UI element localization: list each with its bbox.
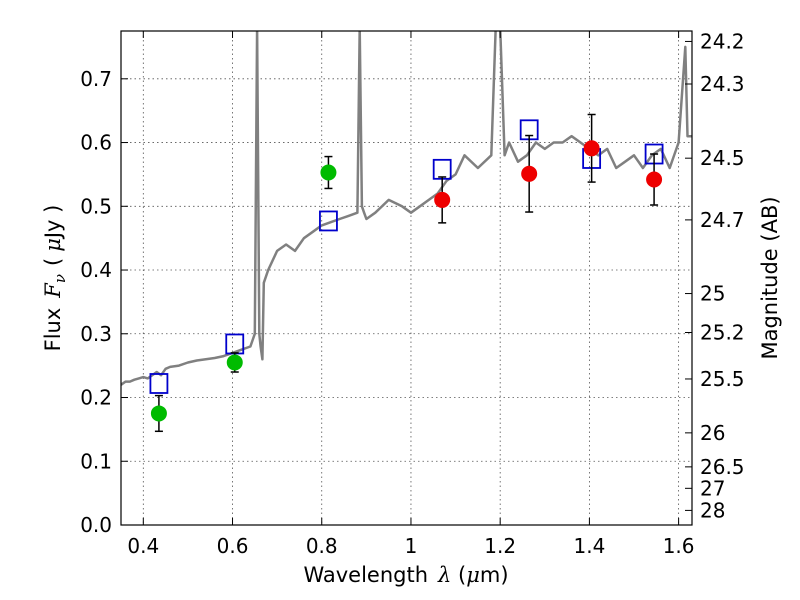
magnitude-tick-label: 25.5 <box>700 367 745 391</box>
x-tick-label: 1.6 <box>663 534 695 558</box>
x-tick-label: 0.6 <box>217 534 249 558</box>
magnitude-tick-label: 26.5 <box>700 455 745 479</box>
x-tick-label: 0.4 <box>127 534 159 558</box>
model-photometry-point <box>319 210 338 232</box>
magnitude-tick-label: 26 <box>700 421 725 445</box>
y-tick-label: 0.1 <box>80 449 112 473</box>
x-tick-label: 1.2 <box>484 534 516 558</box>
magnitude-tick-label: 28 <box>700 498 725 522</box>
magnitude-tick-label: 24.3 <box>700 72 745 96</box>
x-axis-label: Wavelength λ (μm) <box>303 563 508 587</box>
magnitude-tick-label: 27 <box>700 476 725 500</box>
x-tick-label: 0.8 <box>306 534 338 558</box>
nir-observed-point <box>583 140 600 157</box>
nir-observed-point <box>646 171 663 188</box>
right-axis-label: Magnitude (AB) <box>758 196 782 359</box>
magnitude-tick-label: 24.7 <box>700 208 745 232</box>
nir-observed-point <box>521 165 538 182</box>
y-tick-label: 0.4 <box>80 258 112 282</box>
y-tick-label: 0.5 <box>80 194 112 218</box>
model-photometry-point <box>149 373 169 394</box>
x-tick-label: 1.4 <box>573 534 605 558</box>
magnitude-tick-label: 24.5 <box>700 146 745 170</box>
optical-observed-point <box>226 354 243 371</box>
x-tick-label: 1 <box>405 534 418 558</box>
y-tick-label: 0.0 <box>80 513 112 537</box>
y-tick-label: 0.3 <box>80 322 112 346</box>
plot-frame <box>120 30 693 526</box>
nir-observed-point <box>434 191 451 208</box>
optical-observed-point <box>150 405 167 422</box>
magnitude-tick-label: 25.2 <box>700 320 745 344</box>
y-tick-label: 0.6 <box>80 131 112 155</box>
y-tick-label: 0.7 <box>80 67 112 91</box>
plot-area <box>121 31 692 433</box>
axis-ticks: 0.4 0.6 0.8 1 1.2 1.4 1.6 0.0 0.1 0.2 0.3 0.4 0.5 0.6… <box>80 29 744 558</box>
y-axis-label: FluxFν(μJy ) <box>41 205 69 352</box>
magnitude-tick-label: 25 <box>700 282 725 306</box>
y-tick-label: 0.2 <box>80 386 112 410</box>
magnitude-tick-label: 24.2 <box>700 29 745 53</box>
optical-observed-point <box>320 164 337 181</box>
